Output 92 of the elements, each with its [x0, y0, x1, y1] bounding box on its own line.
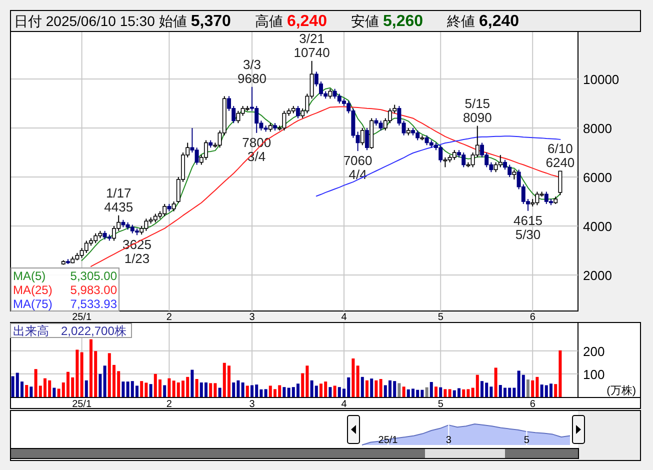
x-tick-label: 5 [438, 399, 444, 410]
candlestick [360, 128, 364, 146]
text: 安値 5,260 [350, 13, 424, 30]
x-tick-label: 5 [438, 312, 444, 323]
bar [448, 389, 452, 397]
bar [103, 366, 106, 397]
bar [531, 380, 534, 397]
bar [356, 366, 360, 397]
x-tick-label: 2 [166, 312, 172, 323]
x-tick-label: 4 [341, 399, 348, 410]
x-tick-label: 6 [530, 312, 536, 323]
bar [430, 382, 433, 397]
x-tick-label: 3 [249, 312, 256, 323]
bar [379, 379, 382, 397]
x-tick-label: 3 [249, 399, 256, 410]
x-tick-label: 5 [524, 435, 530, 446]
x-tick-label: 2 [166, 399, 172, 410]
bar [163, 385, 166, 397]
y-tick-label: 200 [583, 344, 605, 359]
bar [476, 374, 479, 397]
y-axis-title: (万株) [606, 384, 636, 397]
annotation: 3/21 10740 [294, 30, 330, 60]
bar [209, 383, 212, 397]
annotation: 1/17 4435 [104, 185, 134, 214]
bar [122, 382, 125, 397]
candlestick [498, 154, 502, 168]
chart-title: 日付 2025/06/10 15:30 [14, 13, 156, 29]
bar [52, 388, 56, 397]
bar [140, 381, 144, 397]
bar [218, 388, 222, 397]
y-tick-label: 10000 [583, 72, 620, 88]
bar [246, 386, 249, 397]
bar [494, 368, 498, 397]
bar [328, 387, 332, 397]
annotation: 5/15 8090 [462, 96, 492, 125]
x-tick-label: 4 [341, 312, 348, 323]
y-tick-label: 2000 [583, 268, 612, 283]
bar [30, 386, 33, 397]
bar [370, 378, 374, 397]
bar [402, 386, 406, 397]
bar [374, 380, 378, 397]
bar [264, 389, 268, 397]
bar [98, 374, 102, 397]
bar [168, 378, 171, 397]
x-tick-label: 3 [446, 435, 452, 446]
bar [444, 389, 447, 397]
bar [80, 352, 84, 397]
text: 高値 6,240 [254, 13, 328, 30]
bar [360, 376, 364, 397]
candlestick [512, 169, 516, 180]
candlestick [296, 105, 300, 119]
text: MA(25) 5,983.00 [13, 283, 117, 297]
bar [522, 374, 525, 397]
annotation: 3/3 9680 [238, 56, 266, 86]
candlestick [558, 170, 562, 196]
y-tick-label: 100 [583, 366, 605, 382]
x-tick-label: 25/1 [378, 435, 398, 446]
bar [190, 370, 194, 397]
bar [149, 384, 152, 397]
text: MA(75) 7,533.93 [13, 297, 117, 311]
x-tick-label: 25/1 [72, 399, 92, 410]
bar [526, 379, 530, 397]
bar [366, 380, 368, 397]
x-tick-label: 6 [530, 399, 536, 410]
bar [195, 379, 198, 397]
candlestick [452, 150, 456, 160]
candlestick [328, 88, 332, 100]
bar [462, 389, 466, 397]
bar [352, 358, 355, 397]
candlestick [365, 128, 369, 151]
text: 終値 6,240 [446, 13, 520, 30]
x-tick-label: 25/1 [72, 312, 92, 323]
bar [84, 380, 88, 397]
bar [439, 387, 442, 397]
annotation: 7060 4/4 [343, 153, 372, 182]
annotation: 6/10 6240 [546, 141, 575, 170]
bar [333, 386, 336, 397]
y-tick-label: 6000 [583, 170, 612, 186]
y-tick-label: 8000 [583, 121, 612, 136]
text: 始値 5,370 [158, 13, 232, 30]
candlestick [172, 201, 176, 212]
bar [232, 382, 236, 397]
bar [425, 387, 428, 397]
text: MA(5) 5,305.00 [13, 269, 117, 283]
y-tick-label: 4000 [583, 219, 612, 234]
bar [434, 386, 438, 397]
bar [241, 382, 244, 397]
annotation: 4615 5/30 [514, 212, 542, 242]
bar [398, 383, 401, 397]
chart-title: 出来高 2,022,700株 [13, 324, 126, 338]
bar [25, 385, 28, 397]
bar [282, 387, 286, 397]
